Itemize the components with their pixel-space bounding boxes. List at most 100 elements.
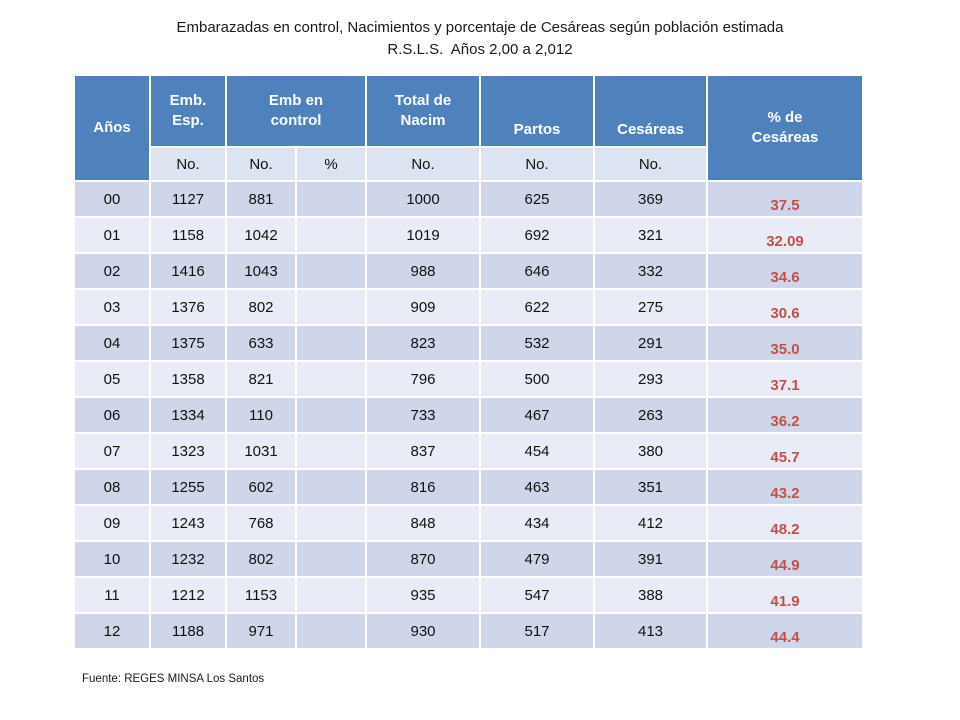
cell-emb-esp: 1243 xyxy=(149,504,227,542)
cell-year: 11 xyxy=(73,576,151,614)
cell-emb-pct xyxy=(295,360,367,398)
cell-pct-cesareas: 44.4 xyxy=(706,612,864,650)
cell-emb-esp: 1188 xyxy=(149,612,227,650)
cell-emb-control: 602 xyxy=(225,468,297,506)
cell-total-nacim: 1019 xyxy=(365,216,481,254)
table-row: 12 1188 971 930 517 413 44.4 xyxy=(73,612,864,650)
cell-partos: 547 xyxy=(479,576,595,614)
cell-pct-cesareas: 41.9 xyxy=(706,576,864,614)
cell-total-nacim: 909 xyxy=(365,288,481,326)
cell-total-nacim: 848 xyxy=(365,504,481,542)
header-anos: Años xyxy=(73,74,151,182)
cell-cesareas: 321 xyxy=(593,216,708,254)
cell-total-nacim: 837 xyxy=(365,432,481,470)
cell-emb-control: 1043 xyxy=(225,252,297,290)
subheader-cell: No. xyxy=(593,146,708,182)
cell-year: 02 xyxy=(73,252,151,290)
header-emb-esp: Emb. Esp. xyxy=(149,74,227,148)
cell-emb-esp: 1212 xyxy=(149,576,227,614)
subheader-cell: No. xyxy=(225,146,297,182)
cell-emb-control: 802 xyxy=(225,540,297,578)
cell-emb-control: 821 xyxy=(225,360,297,398)
header-pct-cesareas: % de Cesáreas xyxy=(706,74,864,182)
cell-cesareas: 391 xyxy=(593,540,708,578)
cell-cesareas: 369 xyxy=(593,180,708,218)
cell-emb-esp: 1232 xyxy=(149,540,227,578)
header-emb-control: Emb en control xyxy=(225,74,367,148)
cell-total-nacim: 733 xyxy=(365,396,481,434)
cell-cesareas: 351 xyxy=(593,468,708,506)
cell-emb-esp: 1376 xyxy=(149,288,227,326)
cell-total-nacim: 823 xyxy=(365,324,481,362)
cell-year: 09 xyxy=(73,504,151,542)
cell-year: 12 xyxy=(73,612,151,650)
header-cesareas: Cesáreas xyxy=(593,74,708,148)
cell-cesareas: 293 xyxy=(593,360,708,398)
cell-cesareas: 291 xyxy=(593,324,708,362)
table-row: 06 1334 110 733 467 263 36.2 xyxy=(73,396,864,434)
cell-emb-control: 633 xyxy=(225,324,297,362)
cell-year: 10 xyxy=(73,540,151,578)
cell-total-nacim: 1000 xyxy=(365,180,481,218)
cell-emb-control: 881 xyxy=(225,180,297,218)
cell-emb-pct xyxy=(295,468,367,506)
cell-emb-esp: 1358 xyxy=(149,360,227,398)
cell-emb-control: 110 xyxy=(225,396,297,434)
table-row: 08 1255 602 816 463 351 43.2 xyxy=(73,468,864,506)
table-row: 03 1376 802 909 622 275 30.6 xyxy=(73,288,864,326)
cell-emb-pct xyxy=(295,216,367,254)
cell-cesareas: 275 xyxy=(593,288,708,326)
cell-total-nacim: 988 xyxy=(365,252,481,290)
cell-emb-control: 802 xyxy=(225,288,297,326)
cell-pct-cesareas: 32.09 xyxy=(706,216,864,254)
cell-cesareas: 332 xyxy=(593,252,708,290)
cell-emb-esp: 1323 xyxy=(149,432,227,470)
cell-pct-cesareas: 30.6 xyxy=(706,288,864,326)
cell-partos: 692 xyxy=(479,216,595,254)
cell-emb-control: 1153 xyxy=(225,576,297,614)
cell-year: 00 xyxy=(73,180,151,218)
table-row: 09 1243 768 848 434 412 48.2 xyxy=(73,504,864,542)
cell-emb-pct xyxy=(295,540,367,578)
table-row: 00 1127 881 1000 625 369 37.5 xyxy=(73,180,864,218)
cell-pct-cesareas: 35.0 xyxy=(706,324,864,362)
cell-partos: 463 xyxy=(479,468,595,506)
cell-emb-pct xyxy=(295,252,367,290)
cell-emb-esp: 1416 xyxy=(149,252,227,290)
cell-emb-control: 768 xyxy=(225,504,297,542)
cell-pct-cesareas: 37.1 xyxy=(706,360,864,398)
cell-year: 01 xyxy=(73,216,151,254)
cell-total-nacim: 935 xyxy=(365,576,481,614)
cell-pct-cesareas: 44.9 xyxy=(706,540,864,578)
cell-year: 05 xyxy=(73,360,151,398)
statistics-table: Años Emb. Esp. Emb en control Total de N… xyxy=(73,74,864,650)
cell-emb-pct xyxy=(295,180,367,218)
cell-partos: 646 xyxy=(479,252,595,290)
cell-year: 07 xyxy=(73,432,151,470)
subheader-cell: No. xyxy=(149,146,227,182)
cell-emb-pct xyxy=(295,288,367,326)
title-line-2: R.S.L.S. Años 2,00 a 2,012 xyxy=(387,41,573,58)
subheader-cell: No. xyxy=(365,146,481,182)
cell-emb-pct xyxy=(295,324,367,362)
cell-emb-pct xyxy=(295,576,367,614)
cell-emb-esp: 1158 xyxy=(149,216,227,254)
cell-year: 08 xyxy=(73,468,151,506)
table-row: 07 1323 1031 837 454 380 45.7 xyxy=(73,432,864,470)
cell-emb-esp: 1375 xyxy=(149,324,227,362)
cell-partos: 622 xyxy=(479,288,595,326)
subheader-cell: No. xyxy=(479,146,595,182)
cell-cesareas: 380 xyxy=(593,432,708,470)
cell-emb-esp: 1127 xyxy=(149,180,227,218)
cell-total-nacim: 870 xyxy=(365,540,481,578)
cell-cesareas: 413 xyxy=(593,612,708,650)
subheader-cell: % xyxy=(295,146,367,182)
cell-emb-esp: 1255 xyxy=(149,468,227,506)
cell-total-nacim: 796 xyxy=(365,360,481,398)
cell-year: 04 xyxy=(73,324,151,362)
cell-partos: 625 xyxy=(479,180,595,218)
cell-emb-control: 1031 xyxy=(225,432,297,470)
cell-emb-control: 971 xyxy=(225,612,297,650)
header-total-nacim: Total de Nacim xyxy=(365,74,481,148)
table-row: 11 1212 1153 935 547 388 41.9 xyxy=(73,576,864,614)
